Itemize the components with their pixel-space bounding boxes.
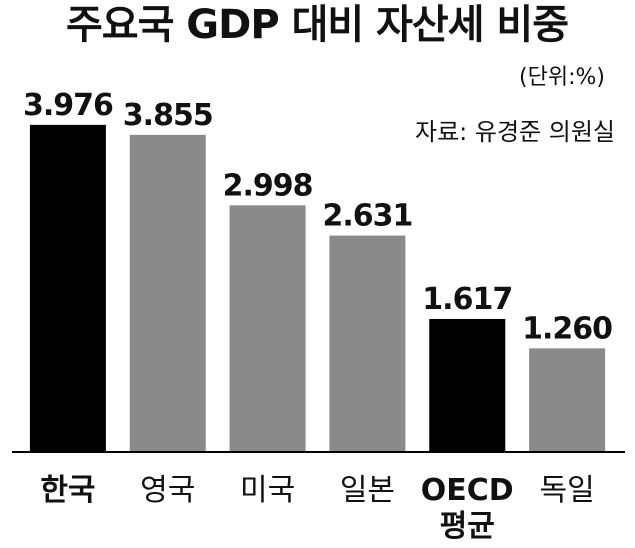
source-label: 자료: 유경준 의원실 xyxy=(415,118,615,146)
bar-4 xyxy=(429,318,506,452)
category-label-2: 미국 xyxy=(240,473,295,508)
bar-3 xyxy=(329,235,406,452)
category-label-3: 일본 xyxy=(340,473,395,508)
category-label-5: 독일 xyxy=(539,473,594,508)
bar-5 xyxy=(529,348,606,452)
data-label-5: 1.260 xyxy=(522,311,612,346)
bar-0 xyxy=(29,124,106,452)
data-label-4: 1.617 xyxy=(422,282,512,317)
bar-group: 3.976 3.855 2.998 2.631 1.617 1.260 xyxy=(23,88,613,453)
category-label-0: 한국 xyxy=(40,473,95,508)
bar-1 xyxy=(129,134,206,453)
data-label-0: 3.976 xyxy=(23,88,113,123)
bar-2 xyxy=(229,205,306,452)
category-label-4-line-1: 평균 xyxy=(440,509,495,544)
unit-label: (단위:%) xyxy=(519,65,605,90)
chart-title: 주요국 GDP 대비 자산세 비중 xyxy=(66,2,568,48)
category-label-1: 영국 xyxy=(140,473,195,508)
category-label-4-line-0: OECD xyxy=(421,473,514,508)
data-label-1: 3.855 xyxy=(123,98,213,133)
data-label-3: 2.631 xyxy=(322,199,412,234)
data-label-2: 2.998 xyxy=(223,168,313,203)
